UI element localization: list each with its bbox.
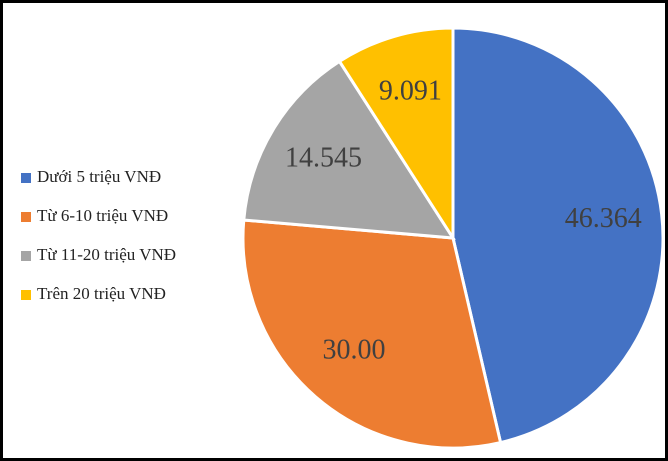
data-label: 14.545 [285, 142, 362, 173]
data-label: 46.364 [565, 203, 642, 234]
legend-swatch [21, 290, 31, 300]
data-label: 9.091 [379, 75, 442, 106]
legend-swatch [21, 212, 31, 222]
data-label: 30.00 [322, 335, 385, 366]
legend-label: Từ 11-20 triệu VNĐ [37, 245, 176, 264]
pie-slice [451, 26, 665, 445]
pie-slice [242, 59, 456, 240]
pie-slice [241, 218, 503, 450]
legend-label: Từ 6-10 triệu VNĐ [37, 206, 168, 225]
legend-swatch [21, 251, 31, 261]
legend-label: Dưới 5 triệu VNĐ [37, 167, 161, 186]
pie-slice [337, 26, 455, 244]
legend-swatch [21, 173, 31, 183]
legend-label: Trên 20 triệu VNĐ [37, 284, 166, 303]
